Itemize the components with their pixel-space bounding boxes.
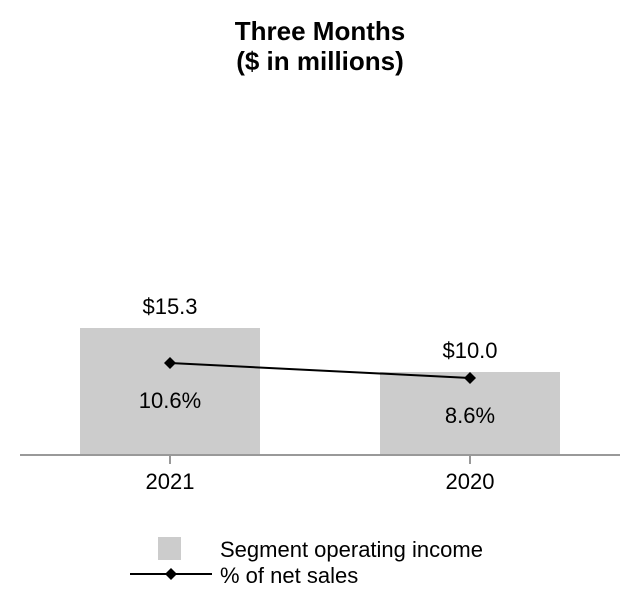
legend-line-diamond-swatch [130, 568, 212, 580]
x-axis-category-label: 2020 [445, 469, 495, 494]
bar-2020 [380, 372, 560, 455]
bar-group-2020: $10.0 8.6% 2020 [380, 0, 560, 612]
chart-title-line1: Three Months [234, 16, 406, 46]
legend-bar-swatch [158, 537, 181, 560]
bar-value-label: $15.3 [142, 294, 198, 319]
pct-label: 10.6% [138, 388, 202, 413]
legend-label-pct-of-net-sales: % of net sales [220, 563, 359, 588]
x-axis-tick [469, 456, 471, 464]
x-axis-line [20, 454, 620, 456]
bar-group-2021: $15.3 10.6% 2021 [80, 0, 260, 612]
pct-label: 8.6% [444, 403, 496, 428]
chart-title-line2: ($ in millions) [236, 46, 404, 76]
legend-label-segment-operating-income: Segment operating income [220, 537, 483, 562]
bar-value-label: $10.0 [442, 338, 498, 363]
x-axis-tick [169, 456, 171, 464]
chart-title: Three Months ($ in millions) [0, 16, 640, 76]
x-axis-category-label: 2021 [145, 469, 195, 494]
bar-2021 [80, 328, 260, 455]
